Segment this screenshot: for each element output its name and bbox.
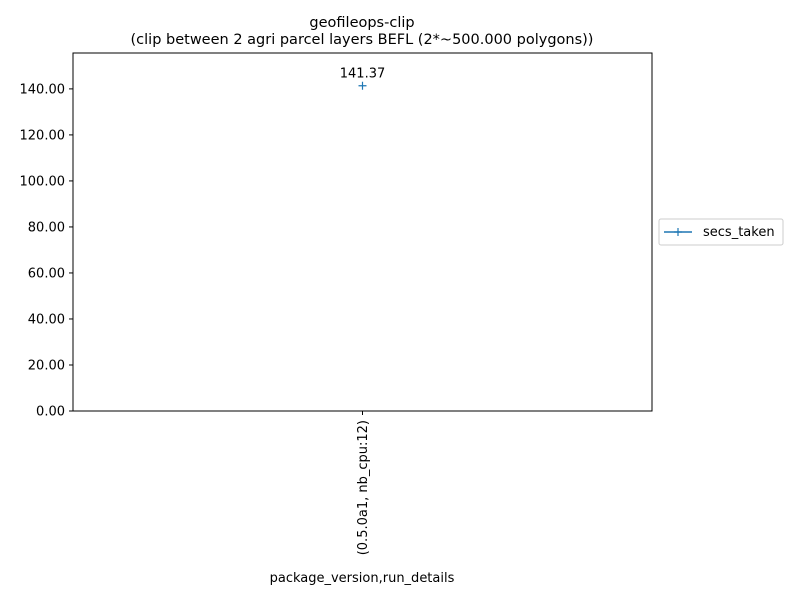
legend-box <box>658 218 784 246</box>
chart-subtitle: (clip between 2 agri parcel layers BEFL … <box>131 32 594 48</box>
y-tick-label: 60.00 <box>28 266 65 281</box>
y-tick-label: 140.00 <box>20 82 66 97</box>
legend-series-marker <box>674 228 682 236</box>
y-axis-ticks: 0.00 20.00 40.00 60.00 80.00 100.00 120.00 140.… <box>20 82 73 420</box>
x-axis-label: package_version,run_details <box>270 571 455 586</box>
data-label: 141.37 <box>340 67 386 82</box>
y-tick-label: 20.00 <box>28 358 65 373</box>
y-tick-label: 0.00 <box>36 405 65 420</box>
legend: secs_taken <box>658 218 784 246</box>
series-layer: 141.37 <box>340 67 386 90</box>
chart-title: geofileops-clip <box>309 15 414 31</box>
y-tick-label: 120.00 <box>20 128 66 143</box>
y-tick-label: 100.00 <box>20 174 66 189</box>
x-axis-ticks: (0.5.0a1, nb_cpu:12) <box>356 411 371 555</box>
x-tick-label: (0.5.0a1, nb_cpu:12) <box>356 420 371 555</box>
plot-frame <box>72 52 653 412</box>
y-tick-label: 40.00 <box>28 312 65 327</box>
data-point <box>358 81 367 90</box>
y-tick-label: 80.00 <box>28 220 65 235</box>
legend-series-label: secs_taken <box>703 225 775 240</box>
